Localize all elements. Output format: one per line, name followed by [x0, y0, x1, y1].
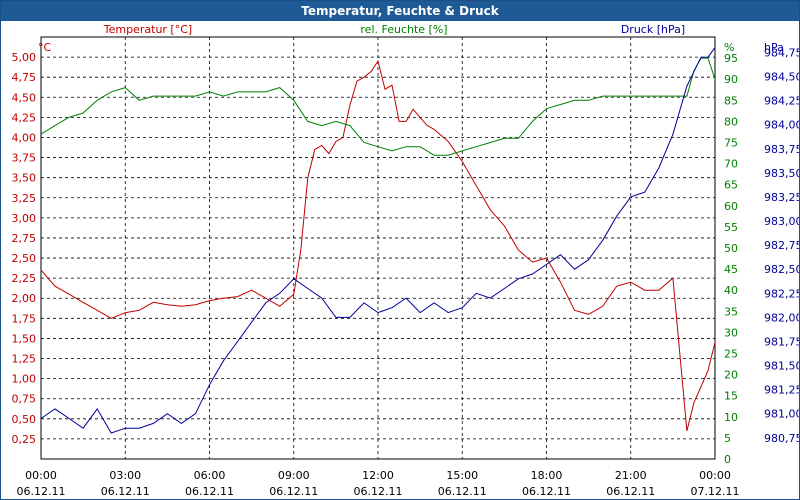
x-tick-date: 06.12.11	[185, 485, 234, 498]
pressure-tick-label: 982,00	[764, 311, 799, 324]
humidity-tick-label: 20	[724, 369, 738, 382]
x-tick-time: 00:00	[25, 469, 57, 482]
humidity-series-label: rel. Feuchte [%]	[360, 23, 447, 36]
temp-tick-label: 4,00	[12, 131, 37, 144]
x-tick-time: 03:00	[109, 469, 141, 482]
x-tick-time: 09:00	[278, 469, 310, 482]
temp-tick-label: 2,00	[12, 292, 37, 305]
series-line-pressure	[40, 47, 716, 434]
pressure-tick-label: 983,50	[764, 167, 799, 180]
humidity-tick-label: 15	[724, 390, 738, 403]
pressure-tick-label: 983,25	[764, 191, 799, 204]
temp-series-label: Temperatur [°C]	[103, 23, 192, 36]
pressure-tick-label: 980,75	[764, 432, 799, 445]
pressure-tick-label: 984,50	[764, 71, 799, 84]
humidity-tick-label: 55	[724, 221, 738, 234]
humidity-tick-label: 85	[724, 94, 738, 107]
x-tick-time: 18:00	[531, 469, 563, 482]
temp-unit-label: °C	[38, 41, 52, 54]
x-tick-date: 06.12.11	[522, 485, 571, 498]
humidity-tick-label: 90	[724, 73, 738, 86]
temp-tick-label: 4,50	[12, 91, 37, 104]
x-tick-time: 15:00	[446, 469, 478, 482]
temp-tick-label: 3,00	[12, 212, 37, 225]
series-line-temperature	[40, 59, 716, 432]
temp-tick-label: 3,50	[12, 172, 37, 185]
chart-title: Temperatur, Feuchte & Druck	[1, 1, 799, 21]
series-lines	[40, 47, 716, 434]
temp-tick-label: 0,50	[12, 413, 37, 426]
pressure-tick-label: 981,75	[764, 335, 799, 348]
axis-labels: 0,25 0,50 0,75 1,00 1,25 1,50 1,75 2,00 2,25 2,50…	[12, 23, 800, 498]
temp-tick-label: 2,25	[12, 272, 37, 285]
pressure-tick-label: 982,50	[764, 263, 799, 276]
pressure-tick-label: 984,25	[764, 95, 799, 108]
humidity-tick-label: 45	[724, 263, 738, 276]
humidity-tick-label: 10	[724, 411, 738, 424]
x-tick-time: 21:00	[615, 469, 647, 482]
chart-svg: 0,25 0,50 0,75 1,00 1,25 1,50 1,75 2,00 2,25 2,50…	[12, 23, 800, 498]
pressure-tick-label: 984,00	[764, 119, 799, 132]
x-tick-date: 06.12.11	[101, 485, 150, 498]
temp-tick-label: 1,00	[12, 373, 37, 386]
humidity-tick-label: 60	[724, 200, 738, 213]
temp-tick-label: 0,75	[12, 393, 37, 406]
humidity-tick-label: 35	[724, 305, 738, 318]
series-line-humidity	[40, 57, 716, 156]
temp-tick-label: 3,25	[12, 192, 37, 205]
humidity-unit-label: %	[724, 41, 734, 54]
pressure-unit-label: hPa	[764, 41, 784, 54]
x-tick-date: 06.12.11	[17, 485, 66, 498]
x-tick-date: 06.12.11	[354, 485, 403, 498]
temp-tick-label: 2,50	[12, 252, 37, 265]
grid	[41, 37, 715, 459]
humidity-tick-label: 5	[724, 432, 731, 445]
humidity-tick-label: 50	[724, 242, 738, 255]
x-tick-date: 07.12.11	[691, 485, 740, 498]
temp-tick-label: 5,00	[12, 51, 37, 64]
humidity-tick-label: 30	[724, 326, 738, 339]
pressure-tick-label: 983,75	[764, 143, 799, 156]
pressure-tick-label: 984,75	[764, 46, 799, 59]
temp-tick-label: 1,50	[12, 332, 37, 345]
pressure-tick-label: 982,25	[764, 287, 799, 300]
pressure-tick-label: 981,50	[764, 360, 799, 373]
x-tick-time: 06:00	[194, 469, 226, 482]
x-tick-time: 12:00	[362, 469, 394, 482]
pressure-series-label: Druck [hPa]	[621, 23, 685, 36]
x-tick-date: 06.12.11	[438, 485, 487, 498]
x-tick-date: 06.12.11	[606, 485, 655, 498]
humidity-tick-label: 75	[724, 137, 738, 150]
humidity-tick-label: 80	[724, 115, 738, 128]
pressure-tick-label: 983,00	[764, 215, 799, 228]
temp-tick-label: 3,75	[12, 152, 37, 165]
pressure-tick-label: 981,25	[764, 384, 799, 397]
temp-tick-label: 1,25	[12, 353, 37, 366]
humidity-tick-label: 0	[724, 453, 731, 466]
humidity-tick-label: 25	[724, 348, 738, 361]
temp-tick-label: 1,75	[12, 312, 37, 325]
x-tick-date: 06.12.11	[269, 485, 318, 498]
humidity-tick-label: 95	[724, 52, 738, 65]
pressure-tick-label: 982,75	[764, 239, 799, 252]
temp-tick-label: 4,75	[12, 71, 37, 84]
x-tick-time: 00:00	[699, 469, 731, 482]
humidity-tick-label: 40	[724, 284, 738, 297]
humidity-tick-label: 70	[724, 158, 738, 171]
humidity-tick-label: 65	[724, 179, 738, 192]
temp-tick-label: 2,75	[12, 232, 37, 245]
temp-tick-label: 4,25	[12, 111, 37, 124]
pressure-tick-label: 981,00	[764, 408, 799, 421]
temp-tick-label: 0,25	[12, 433, 37, 446]
